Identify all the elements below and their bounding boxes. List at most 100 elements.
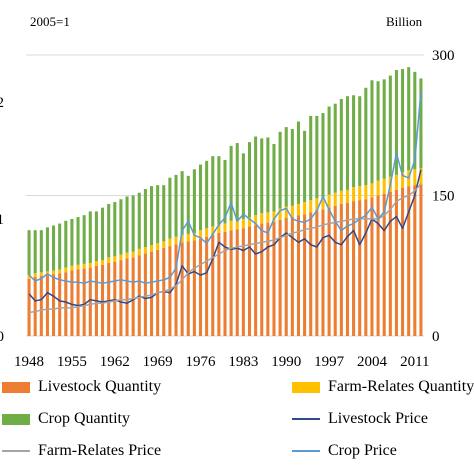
bar-farm-relates-quantity: [101, 260, 105, 265]
bars: [27, 67, 423, 336]
bar-farm-relates-quantity: [192, 232, 196, 241]
bar-crop-quantity: [217, 156, 221, 225]
bar-livestock-quantity: [223, 232, 227, 336]
bar-crop-quantity: [107, 203, 111, 258]
bar-crop-quantity: [88, 211, 92, 263]
bar-livestock-quantity: [58, 273, 62, 336]
bar-farm-relates-quantity: [174, 236, 178, 245]
bar-crop-quantity: [211, 156, 215, 227]
bar-crop-quantity: [315, 115, 319, 199]
bar-livestock-quantity: [174, 244, 178, 336]
bar-crop-quantity: [321, 113, 325, 198]
bar-livestock-quantity: [70, 270, 74, 336]
bar-livestock-quantity: [358, 200, 362, 336]
bar-crop-quantity: [296, 121, 301, 204]
bar-livestock-quantity: [101, 264, 105, 336]
bar-crop-quantity: [376, 81, 380, 181]
bar-crop-quantity: [345, 96, 349, 190]
bar-farm-relates-quantity: [382, 178, 386, 194]
bar-crop-quantity: [52, 225, 56, 271]
bar-farm-relates-quantity: [76, 264, 80, 270]
bar-crop-quantity: [364, 87, 368, 186]
bar-farm-relates-quantity: [162, 241, 166, 248]
line-livestock-price: [28, 169, 422, 307]
x-tick-label: 1990: [271, 354, 301, 370]
legend-label: Crop Quantity: [38, 410, 130, 427]
right-tick-label: 0: [432, 329, 440, 345]
bar-farm-relates-quantity: [413, 169, 417, 186]
bar-farm-relates-quantity: [345, 189, 349, 203]
x-tick-label: 1969: [143, 354, 173, 370]
bar-livestock-quantity: [45, 275, 49, 336]
legend-swatch: [2, 381, 30, 393]
x-tick-label: 2004: [357, 354, 388, 370]
bar-crop-quantity: [149, 186, 154, 246]
right-axis-unit: Billion: [386, 14, 423, 29]
legend-swatch: [2, 413, 30, 425]
bar-livestock-quantity: [180, 242, 184, 336]
legend-label: Crop Price: [328, 442, 397, 459]
bar-farm-relates-quantity: [137, 248, 141, 256]
legend-label: Livestock Price: [328, 410, 428, 427]
bar-livestock-quantity: [64, 272, 68, 336]
legend-item-crop-price: Crop Price: [292, 442, 397, 460]
bar-livestock-quantity: [143, 253, 147, 336]
bar-livestock-quantity: [27, 278, 31, 336]
right-tick-label: 300: [432, 48, 455, 64]
bar-crop-quantity: [70, 218, 74, 266]
bar-crop-quantity: [229, 145, 233, 221]
bar-farm-relates-quantity: [364, 185, 368, 200]
bar-farm-relates-quantity: [205, 228, 209, 237]
bar-crop-quantity: [272, 143, 276, 212]
right-axis-ticks: 0 150 300: [432, 48, 455, 345]
bar-crop-quantity: [284, 127, 288, 207]
bar-livestock-quantity: [254, 225, 258, 336]
bar-livestock-quantity: [186, 241, 190, 336]
bar-farm-relates-quantity: [58, 269, 62, 274]
bar-livestock-quantity: [205, 236, 209, 336]
bar-livestock-quantity: [82, 268, 86, 336]
bar-livestock-quantity: [52, 274, 56, 336]
x-axis-ticks: 1948 1955 1962 1969 1976 1983 1990 1997 2004 2011: [14, 354, 429, 370]
bar-farm-relates-quantity: [88, 262, 92, 268]
bar-crop-quantity: [407, 67, 411, 171]
bar-farm-relates-quantity: [235, 219, 239, 230]
bar-farm-relates-quantity: [370, 183, 374, 198]
bar-livestock-quantity: [241, 228, 245, 336]
bar-livestock-quantity: [119, 260, 123, 336]
legend-swatch: [292, 381, 320, 393]
bar-farm-relates-quantity: [278, 208, 282, 220]
bar-crop-quantity: [309, 115, 313, 201]
bar-farm-relates-quantity: [186, 233, 190, 242]
bar-livestock-quantity: [315, 210, 319, 336]
bar-farm-relates-quantity: [266, 212, 270, 223]
bar-farm-relates-quantity: [149, 245, 154, 252]
bar-farm-relates-quantity: [33, 273, 37, 277]
bar-farm-relates-quantity: [180, 234, 184, 243]
bar-crop-quantity: [333, 103, 337, 193]
bar-crop-quantity: [247, 142, 252, 218]
bar-farm-relates-quantity: [296, 203, 301, 216]
bar-farm-relates-quantity: [284, 206, 288, 218]
bar-farm-relates-quantity: [223, 223, 227, 233]
bar-livestock-quantity: [284, 217, 288, 336]
bar-crop-quantity: [125, 196, 129, 253]
bar-livestock-quantity: [217, 232, 221, 336]
legend-item-farm-relates-quantity: Farm-Relates Quantity: [292, 378, 474, 396]
bar-livestock-quantity: [394, 189, 398, 336]
bar-crop-quantity: [401, 69, 405, 173]
bar-farm-relates-quantity: [168, 238, 172, 247]
bar-crop-quantity: [254, 136, 258, 216]
bar-farm-relates-quantity: [52, 270, 56, 275]
bar-livestock-quantity: [382, 193, 386, 336]
bar-farm-relates-quantity: [260, 213, 264, 224]
bar-crop-quantity: [33, 230, 37, 274]
bar-farm-relates-quantity: [419, 168, 423, 185]
bar-farm-relates-quantity: [131, 251, 135, 258]
legend-item-farm-relates-price: Farm-Relates Price: [2, 442, 161, 460]
bar-livestock-quantity: [266, 222, 270, 336]
legend-label: Farm-Relates Quantity: [328, 378, 474, 395]
bar-crop-quantity: [119, 199, 123, 255]
bar-farm-relates-quantity: [358, 186, 362, 201]
bar-crop-quantity: [394, 69, 398, 175]
